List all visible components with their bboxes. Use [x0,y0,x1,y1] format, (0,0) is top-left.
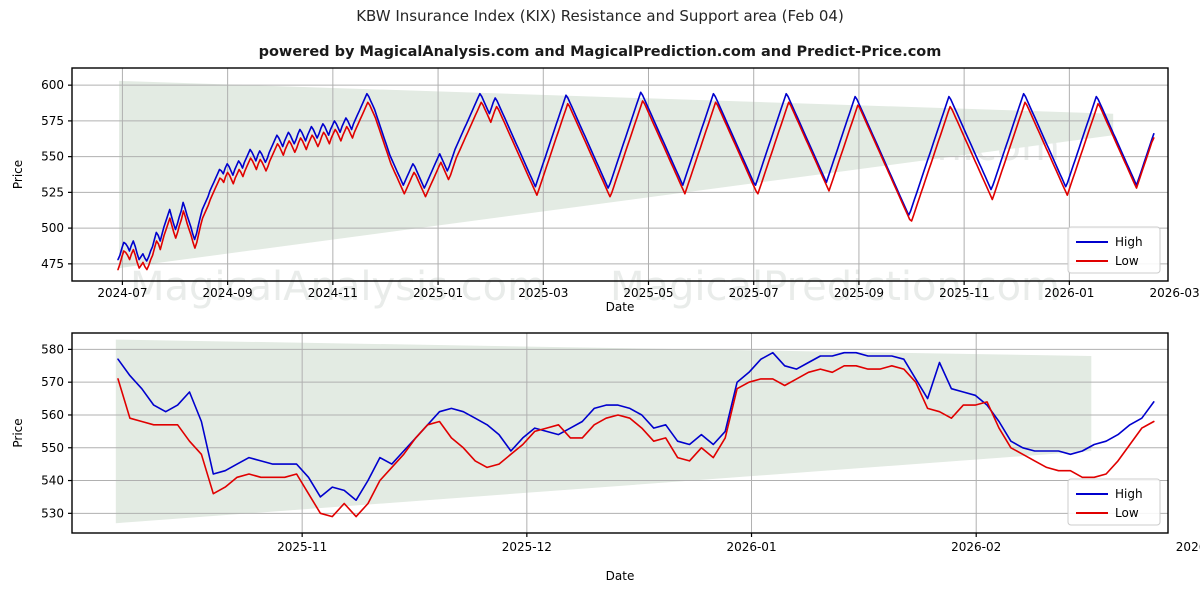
y-tick-label: 500 [41,221,64,235]
watermark-text: MagicalAnalysis.com [130,264,546,310]
x-tick-label: 2024-11 [308,286,358,300]
series-line-low [117,100,1155,271]
y-tick-label: 525 [41,185,64,199]
x-tick-label: 2025-03 [518,286,568,300]
x-tick-label: 2025-05 [623,286,673,300]
y-tick-label: 575 [41,114,64,128]
x-tick-label: 2025-09 [834,286,884,300]
x-tick-label: 2026-01 [726,540,776,554]
page-subtitle: powered by MagicalAnalysis.com and Magic… [258,44,942,60]
watermark-text: MagicalPrediction.com [610,264,1060,310]
y-tick-label: 540 [41,474,64,488]
series-line-high [117,91,1155,262]
y-tick-label: 530 [41,506,64,520]
y-axis-label: Price [11,418,25,447]
x-axis-label: Date [606,569,635,583]
x-tick-label: 2025-11 [277,540,327,554]
x-tick-label: 2026-01 [1044,286,1094,300]
y-tick-label: 600 [41,78,64,92]
x-tick-label: 2025-07 [729,286,779,300]
x-tick-label: 2025-01 [413,286,463,300]
series-line-high [117,351,1155,502]
y-tick-label: 580 [41,342,64,356]
x-tick-label: 2025-12 [502,540,552,554]
x-axis-label: Date [606,300,635,314]
legend-item-high-label: High [1115,487,1143,501]
x-tick-label: 2024-09 [203,286,253,300]
plot-frame [71,332,1169,534]
x-tick-label: 2024-07 [97,286,147,300]
legend-item-low-label: Low [1115,254,1139,268]
chart-overview-panel: 475 500 525 550 575 600 2024-07 2024-09 2024-11 2… [11,67,1200,314]
y-tick-label: 560 [41,408,64,422]
page-title: KBW Insurance Index (KIX) Resistance and… [356,7,844,25]
legend-box [1067,226,1161,274]
x-tick-label: 2026-03 [1176,540,1200,554]
legend-box [1067,478,1161,526]
y-tick-label: 550 [41,150,64,164]
support-resistance-band [115,339,1092,524]
support-resistance-band [119,80,1114,269]
y-axis-label: Price [11,160,25,189]
series-line-low [117,364,1155,518]
plot-frame [71,67,1169,282]
legend-item-high-label: High [1115,235,1143,249]
y-tick-label: 475 [41,257,64,271]
x-tick-label: 2026-02 [951,540,1001,554]
y-tick-label: 570 [41,375,64,389]
x-tick-label: 2025-11 [939,286,989,300]
legend-item-low-label: Low [1115,506,1139,520]
chart-zoom-panel: 530 540 550 560 570 580 2025-11 2025-12 2026-01 2… [11,332,1200,583]
x-tick-label: 2026-03 [1150,286,1200,300]
y-tick-label: 550 [41,441,64,455]
